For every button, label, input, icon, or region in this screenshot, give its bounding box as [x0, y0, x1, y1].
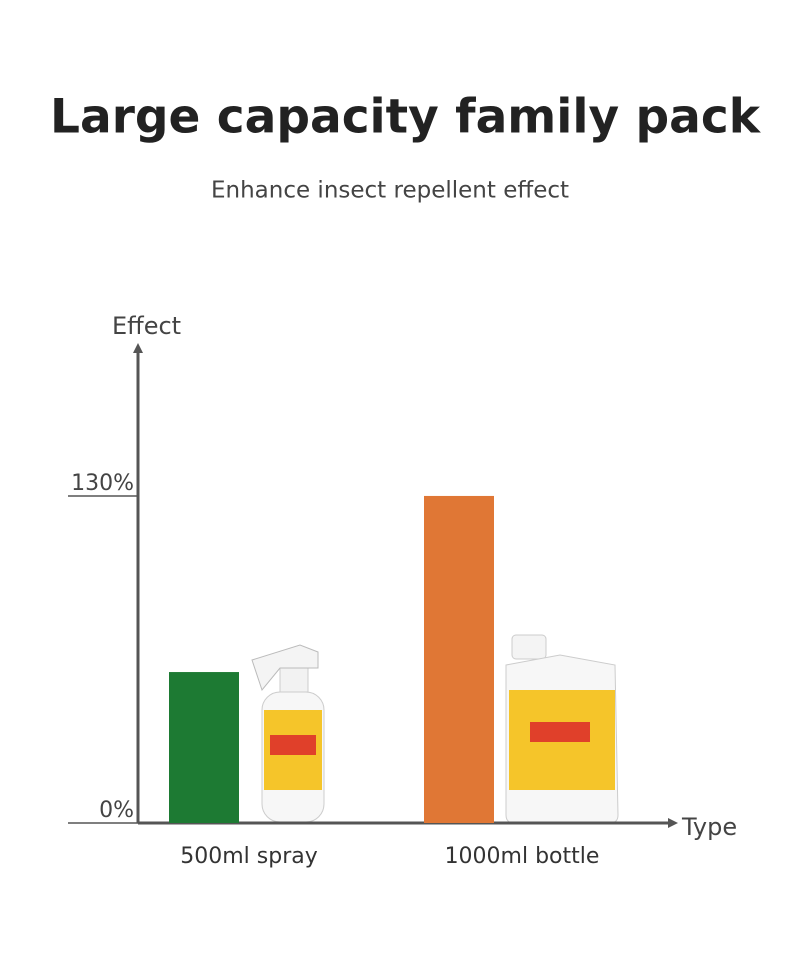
x-axis-arrow	[668, 818, 678, 828]
x-tick-label: 500ml spray	[180, 844, 318, 869]
y-axis-arrow	[133, 343, 143, 353]
x-tick-label: 1000ml bottle	[445, 844, 600, 869]
y-tick-label: 130%	[71, 471, 134, 496]
y-axis-label: Effect	[112, 312, 181, 340]
chart-title: Large capacity family pack	[50, 90, 762, 145]
bar	[424, 495, 494, 823]
chart-subtitle: Enhance insect repellent effect	[211, 178, 569, 204]
y-tick-label: 0%	[99, 798, 134, 823]
jug-image	[505, 634, 619, 824]
bar	[169, 672, 239, 823]
x-axis-label: Type	[681, 813, 737, 841]
spray-bottle-image	[251, 644, 325, 823]
